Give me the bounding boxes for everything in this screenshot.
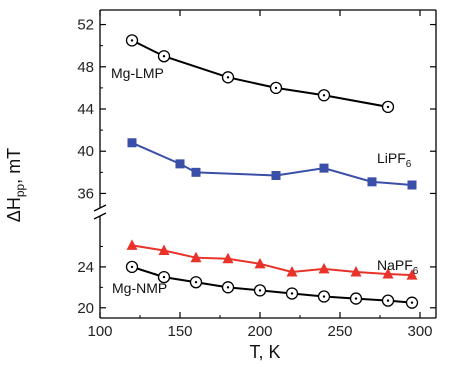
data-point <box>221 71 235 84</box>
y-tick-label: 24 <box>77 259 94 276</box>
axis-break-mark <box>93 204 107 212</box>
y-axis-title-main: ΔH <box>4 197 24 222</box>
data-point <box>125 260 139 274</box>
y-tick-label: 44 <box>77 101 94 118</box>
axis-ticks <box>99 10 436 318</box>
data-point <box>381 100 395 114</box>
series-label: Mg-LMP <box>111 65 164 81</box>
data-point <box>350 266 362 277</box>
series-labels: Mg-LMP LiPF6 NaPF6 Mg-NMP <box>111 65 419 296</box>
data-point <box>126 239 138 250</box>
data-point <box>158 244 170 256</box>
x-tick-label: 250 <box>327 323 352 340</box>
x-tick-label: 200 <box>247 323 272 340</box>
y-tick-label: 48 <box>77 59 94 76</box>
data-point <box>317 290 331 303</box>
data-point <box>253 284 267 297</box>
y-tick-label: 20 <box>77 300 94 317</box>
series-markers <box>125 34 419 309</box>
axis-break-mark <box>93 212 107 220</box>
data-point <box>381 294 395 307</box>
tick-labels: 100 150 200 250 300 36 40 44 48 52 20 24 <box>77 17 432 340</box>
y-axis-title: ΔHpp, mT <box>4 148 27 222</box>
data-point <box>175 159 185 169</box>
data-point <box>406 269 418 280</box>
data-point <box>269 81 283 95</box>
data-point <box>285 287 299 300</box>
data-point <box>319 163 329 173</box>
x-tick-label: 300 <box>407 323 432 340</box>
data-point <box>286 266 298 277</box>
data-point <box>349 292 363 305</box>
data-point <box>405 296 419 309</box>
y-axis-title-tail: , mT <box>4 148 24 184</box>
y-tick-label: 36 <box>77 185 94 202</box>
data-point <box>191 167 201 177</box>
data-point <box>125 34 139 47</box>
data-point <box>407 180 417 190</box>
data-point <box>221 281 235 294</box>
x-axis-title: T, K <box>249 342 280 362</box>
x-tick-label: 150 <box>167 323 192 340</box>
series-line <box>131 244 413 277</box>
y-axis-title-sub: pp <box>13 183 27 197</box>
y-tick-label: 52 <box>77 17 94 34</box>
data-point <box>190 251 202 263</box>
x-tick-label: 100 <box>87 323 112 340</box>
data-point <box>254 257 266 269</box>
series-line <box>131 39 389 108</box>
series-label: Mg-NMP <box>112 280 167 296</box>
data-point <box>318 262 330 274</box>
data-point <box>157 270 171 284</box>
y-tick-label: 40 <box>77 143 94 160</box>
data-point <box>189 276 203 289</box>
data-point <box>157 50 171 63</box>
series-line <box>131 265 413 304</box>
data-point <box>367 177 377 187</box>
data-point <box>222 252 234 264</box>
series-label: NaPF6 <box>377 257 419 277</box>
data-point <box>127 138 137 148</box>
data-point <box>382 268 394 279</box>
series-label: LiPF6 <box>377 150 412 170</box>
data-point <box>271 171 281 180</box>
data-point <box>317 89 331 102</box>
